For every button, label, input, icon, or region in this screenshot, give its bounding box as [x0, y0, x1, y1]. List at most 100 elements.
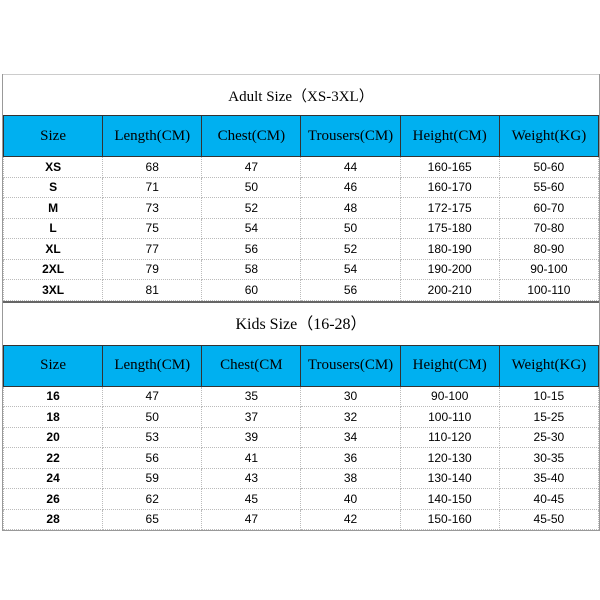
table-cell: 200-210 — [399, 279, 500, 301]
table-cell: 48 — [300, 197, 401, 219]
size-cell: 18 — [2, 406, 104, 428]
table-cell: 120-130 — [399, 447, 500, 469]
table-cell: 34 — [300, 426, 401, 448]
size-cell: 26 — [2, 488, 104, 510]
table-cell: 55-60 — [498, 176, 600, 198]
table-row: 22 56 41 36 120-130 30-35 — [2, 447, 600, 469]
size-cell: XS — [2, 156, 104, 178]
table-row: S 71 50 46 160-170 55-60 — [2, 176, 600, 198]
size-cell: 28 — [2, 508, 104, 530]
column-header: Size — [2, 115, 104, 157]
table-cell: 160-165 — [399, 156, 500, 178]
table-cell: 40 — [300, 488, 401, 510]
table-row: M 73 52 48 172-175 60-70 — [2, 197, 600, 219]
column-header: Height(CM) — [399, 344, 500, 387]
column-header: Length(CM) — [102, 344, 203, 387]
table-cell: 160-170 — [399, 176, 500, 198]
table-cell: 46 — [300, 176, 401, 198]
size-cell: 3XL — [2, 279, 104, 301]
column-header: Size — [2, 344, 104, 387]
table-cell: 52 — [201, 197, 302, 219]
table-cell: 45-50 — [498, 508, 600, 530]
table-cell: 68 — [102, 156, 203, 178]
table-row: L 75 54 50 175-180 70-80 — [2, 217, 600, 239]
table-cell: 38 — [300, 467, 401, 489]
column-header: Height(CM) — [399, 115, 500, 157]
table-cell: 62 — [102, 488, 203, 510]
table-cell: 150-160 — [399, 508, 500, 530]
column-header: Chest(CM) — [201, 115, 302, 157]
adult-size-title: Adult Size（XS-3XL） — [3, 74, 599, 115]
table-cell: 100-110 — [399, 406, 500, 428]
table-cell: 172-175 — [399, 197, 500, 219]
table-cell: 15-25 — [498, 406, 600, 428]
table-cell: 59 — [102, 467, 203, 489]
table-cell: 50 — [300, 217, 401, 239]
table-cell: 39 — [201, 426, 302, 448]
table-cell: 30 — [300, 385, 401, 407]
table-cell: 47 — [201, 156, 302, 178]
table-cell: 73 — [102, 197, 203, 219]
column-header: Trousers(CM) — [300, 344, 401, 387]
table-cell: 70-80 — [498, 217, 600, 239]
size-cell: XL — [2, 238, 104, 260]
size-cell: 22 — [2, 447, 104, 469]
table-cell: 47 — [201, 508, 302, 530]
table-cell: 140-150 — [399, 488, 500, 510]
table-cell: 35-40 — [498, 467, 600, 489]
column-header: Length(CM) — [102, 115, 203, 157]
table-cell: 180-190 — [399, 238, 500, 260]
table-cell: 60 — [201, 279, 302, 301]
table-cell: 52 — [300, 238, 401, 260]
table-cell: 190-200 — [399, 258, 500, 280]
table-cell: 65 — [102, 508, 203, 530]
table-cell: 77 — [102, 238, 203, 260]
table-cell: 80-90 — [498, 238, 600, 260]
table-cell: 81 — [102, 279, 203, 301]
table-cell: 50 — [201, 176, 302, 198]
kids-size-table: Size Length(CM) Chest(CM Trousers(CM) Height… — [2, 344, 600, 531]
table-cell: 43 — [201, 467, 302, 489]
table-row: 20 53 39 34 110-120 25-30 — [2, 426, 600, 448]
table-cell: 36 — [300, 447, 401, 469]
table-cell: 79 — [102, 258, 203, 280]
table-row: 24 59 43 38 130-140 35-40 — [2, 467, 600, 489]
table-cell: 50 — [102, 406, 203, 428]
table-cell: 54 — [201, 217, 302, 239]
table-row: 16 47 35 30 90-100 10-15 — [2, 385, 600, 407]
table-cell: 100-110 — [498, 279, 600, 301]
table-cell: 56 — [102, 447, 203, 469]
table-cell: 32 — [300, 406, 401, 428]
column-header: Weight(KG) — [498, 344, 600, 387]
table-row: XL 77 56 52 180-190 80-90 — [2, 238, 600, 260]
table-cell: 50-60 — [498, 156, 600, 178]
column-header: Chest(CM — [201, 344, 302, 387]
table-cell: 75 — [102, 217, 203, 239]
table-cell: 41 — [201, 447, 302, 469]
kids-size-title: Kids Size（16-28） — [3, 300, 599, 345]
size-chart: Adult Size（XS-3XL） Size Length(CM) Chest(C… — [2, 74, 600, 531]
table-cell: 37 — [201, 406, 302, 428]
table-cell: 53 — [102, 426, 203, 448]
table-cell: 90-100 — [399, 385, 500, 407]
table-cell: 90-100 — [498, 258, 600, 280]
size-cell: L — [2, 217, 104, 239]
table-cell: 58 — [201, 258, 302, 280]
size-cell: M — [2, 197, 104, 219]
table-cell: 56 — [201, 238, 302, 260]
table-cell: 30-35 — [498, 447, 600, 469]
table-row: XS 68 47 44 160-165 50-60 — [2, 156, 600, 178]
table-row: 2XL 79 58 54 190-200 90-100 — [2, 258, 600, 280]
table-cell: 45 — [201, 488, 302, 510]
table-row: 3XL 81 60 56 200-210 100-110 — [2, 279, 600, 301]
column-header: Trousers(CM) — [300, 115, 401, 157]
table-cell: 35 — [201, 385, 302, 407]
table-cell: 42 — [300, 508, 401, 530]
size-cell: S — [2, 176, 104, 198]
table-cell: 47 — [102, 385, 203, 407]
size-cell: 2XL — [2, 258, 104, 280]
table-cell: 175-180 — [399, 217, 500, 239]
table-cell: 54 — [300, 258, 401, 280]
adult-size-table: Size Length(CM) Chest(CM) Trousers(CM) Heigh… — [2, 115, 600, 301]
table-cell: 71 — [102, 176, 203, 198]
